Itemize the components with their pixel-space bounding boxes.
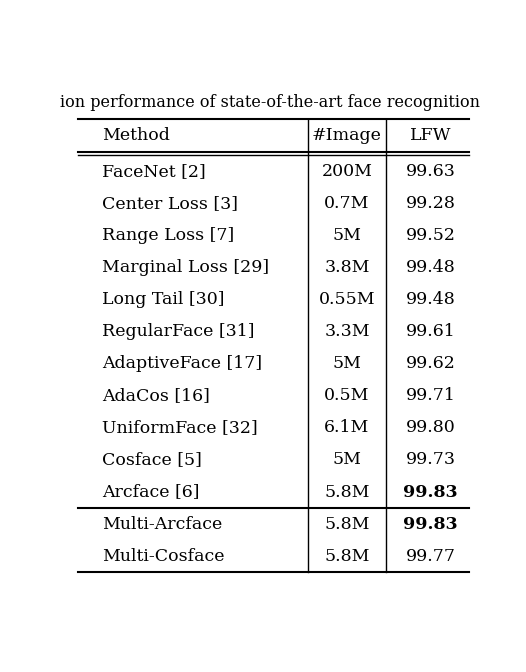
Text: Cosface [5]: Cosface [5] [103, 452, 203, 468]
Text: Arcface [6]: Arcface [6] [103, 484, 200, 501]
Text: Center Loss [3]: Center Loss [3] [103, 195, 238, 212]
Text: 99.52: 99.52 [406, 227, 456, 244]
Text: 200M: 200M [321, 163, 372, 179]
Text: 5.8M: 5.8M [324, 548, 370, 564]
Text: Method: Method [103, 127, 170, 144]
Text: 5M: 5M [332, 227, 361, 244]
Text: Multi-Arcface: Multi-Arcface [103, 515, 222, 533]
Text: 99.73: 99.73 [406, 452, 456, 468]
Text: 5.8M: 5.8M [324, 484, 370, 501]
Text: 3.3M: 3.3M [324, 323, 370, 340]
Text: 99.80: 99.80 [406, 419, 456, 436]
Text: 99.61: 99.61 [406, 323, 456, 340]
Text: 0.55M: 0.55M [319, 291, 376, 308]
Text: 99.62: 99.62 [406, 355, 456, 372]
Text: 5M: 5M [332, 355, 361, 372]
Text: 99.77: 99.77 [406, 548, 456, 564]
Text: LFW: LFW [410, 127, 451, 144]
Text: Multi-Cosface: Multi-Cosface [103, 548, 225, 564]
Text: Range Loss [7]: Range Loss [7] [103, 227, 235, 244]
Text: Long Tail [30]: Long Tail [30] [103, 291, 225, 308]
Text: 6.1M: 6.1M [325, 419, 370, 436]
Text: AdaptiveFace [17]: AdaptiveFace [17] [103, 355, 262, 372]
Text: 99.63: 99.63 [406, 163, 456, 179]
Text: 5M: 5M [332, 452, 361, 468]
Text: 99.83: 99.83 [403, 484, 458, 501]
Text: AdaCos [16]: AdaCos [16] [103, 387, 210, 405]
Text: 5.8M: 5.8M [324, 515, 370, 533]
Text: 99.83: 99.83 [403, 515, 458, 533]
Text: FaceNet [2]: FaceNet [2] [103, 163, 206, 179]
Text: UniformFace [32]: UniformFace [32] [103, 419, 258, 436]
Text: 0.5M: 0.5M [324, 387, 370, 405]
Text: 0.7M: 0.7M [324, 195, 370, 212]
Text: 99.28: 99.28 [406, 195, 456, 212]
Text: Marginal Loss [29]: Marginal Loss [29] [103, 259, 269, 276]
Text: #Image: #Image [312, 127, 382, 144]
Text: 99.48: 99.48 [406, 291, 456, 308]
Text: RegularFace [31]: RegularFace [31] [103, 323, 255, 340]
Text: 99.48: 99.48 [406, 259, 456, 276]
Text: 99.71: 99.71 [406, 387, 456, 405]
Text: ion performance of state-of-the-art face recognition: ion performance of state-of-the-art face… [59, 93, 480, 111]
Text: 3.8M: 3.8M [324, 259, 370, 276]
